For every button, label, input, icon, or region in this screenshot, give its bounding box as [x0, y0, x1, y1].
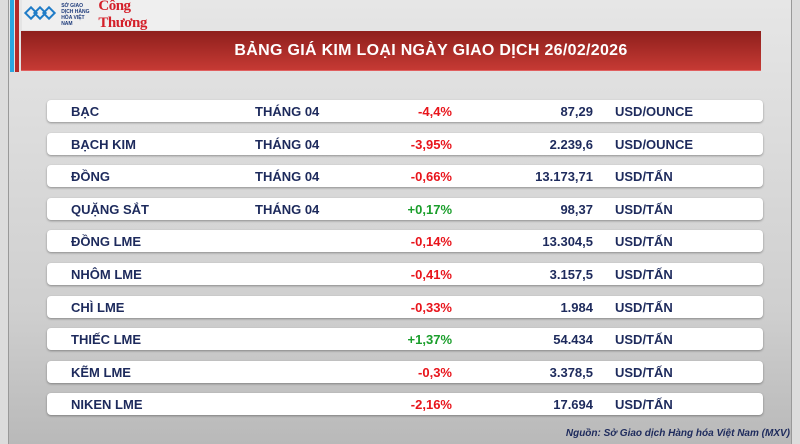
- table-row: NHÔM LME -0,41% 3.157,5 USD/TẤN: [47, 263, 763, 285]
- title-bar: BẢNG GIÁ KIM LOẠI NGÀY GIAO DỊCH 26/02/2…: [21, 31, 761, 71]
- price-change: -0,3%: [418, 364, 452, 380]
- price-change: -0,33%: [410, 299, 452, 315]
- price-unit: USD/TẤN: [615, 234, 673, 250]
- metal-name: THIẾC LME: [71, 332, 142, 348]
- metal-name: ĐỒNG: [71, 169, 110, 185]
- price-change: +1,37%: [407, 332, 452, 348]
- contract-month: THÁNG 04: [255, 169, 320, 185]
- contract-month: THÁNG 04: [255, 201, 320, 217]
- price-value: 13.304,5: [542, 234, 593, 250]
- mxv-logo-text: SỞ GIAO DỊCH HÀNG HÓA VIỆT NAM: [61, 3, 90, 27]
- contract-month: THÁNG 04: [255, 104, 320, 119]
- congthuong-logo: Công Thương: [98, 0, 147, 31]
- table-row: ĐỒNG LME -0,14% 13.304,5 USD/TẤN: [47, 230, 763, 253]
- logo-bar: SỞ GIAO DỊCH HÀNG HÓA VIỆT NAM Công Thươ…: [22, 0, 180, 31]
- price-value: 1.984: [560, 299, 593, 315]
- price-value: 17.694: [553, 397, 593, 413]
- price-unit: USD/TẤN: [615, 267, 673, 282]
- price-unit: USD/OUNCE: [615, 104, 694, 119]
- price-value: 87,29: [560, 104, 593, 119]
- price-unit: USD/TẤN: [615, 201, 673, 217]
- price-change: -2,16%: [410, 397, 452, 413]
- price-change: +0,17%: [407, 201, 452, 217]
- metal-name: BẠCH KIM: [71, 136, 136, 152]
- metal-name: CHÌ LME: [71, 299, 125, 315]
- metal-name: NIKEN LME: [71, 397, 143, 413]
- price-unit: USD/TẤN: [615, 364, 673, 380]
- metal-name: QUẶNG SẮT: [71, 201, 149, 217]
- metal-name: NHÔM LME: [71, 267, 142, 282]
- page-title: BẢNG GIÁ KIM LOẠI NGÀY GIAO DỊCH 26/02/2…: [234, 41, 628, 59]
- price-value: 54.434: [553, 332, 593, 348]
- price-value: 98,37: [560, 201, 593, 217]
- price-change: -0,66%: [410, 169, 452, 185]
- price-unit: USD/TẤN: [615, 332, 673, 348]
- price-change: -0,41%: [410, 267, 452, 282]
- price-change: -4,4%: [418, 104, 452, 119]
- price-unit: USD/TẤN: [615, 299, 673, 315]
- price-unit: USD/TẤN: [615, 397, 673, 413]
- table-row: BẠCH KIM THÁNG 04 -3,95% 2.239,6 USD/OUNCE: [47, 132, 763, 155]
- price-unit: USD/TẤN: [615, 169, 673, 185]
- source-note: Nguồn: Sở Giao dịch Hàng hóa Việt Nam (M…: [565, 428, 790, 439]
- metal-name: ĐỒNG LME: [71, 234, 142, 250]
- contract-month: THÁNG 04: [255, 136, 320, 152]
- mxv-logo-icon: [23, 5, 57, 25]
- decorative-stripe-blue: [10, 0, 14, 72]
- metal-name: BẠC: [71, 104, 100, 119]
- price-value: 13.173,71: [535, 169, 593, 185]
- table-row: BẠC THÁNG 04 -4,4% 87,29 USD/OUNCE: [47, 100, 763, 122]
- price-value: 3.157,5: [549, 267, 593, 282]
- decorative-stripe-red: [15, 0, 19, 72]
- price-change: -0,14%: [410, 234, 452, 250]
- table-row: NIKEN LME -2,16% 17.694 USD/TẤN: [47, 393, 763, 416]
- table-row: ĐỒNG THÁNG 04 -0,66% 13.173,71 USD/TẤN: [47, 165, 763, 188]
- table-row: CHÌ LME -0,33% 1.984 USD/TẤN: [47, 295, 763, 318]
- price-unit: USD/OUNCE: [615, 136, 694, 152]
- table-row: KẼM LME -0,3% 3.378,5 USD/TẤN: [47, 360, 763, 383]
- price-value: 2.239,6: [549, 136, 593, 152]
- metal-name: KẼM LME: [71, 364, 131, 380]
- table-row: THIẾC LME +1,37% 54.434 USD/TẤN: [47, 328, 763, 351]
- price-value: 3.378,5: [549, 364, 593, 380]
- price-change: -3,95%: [410, 136, 452, 152]
- table-row: QUẶNG SẮT THÁNG 04 +0,17% 98,37 USD/TẤN: [47, 197, 763, 220]
